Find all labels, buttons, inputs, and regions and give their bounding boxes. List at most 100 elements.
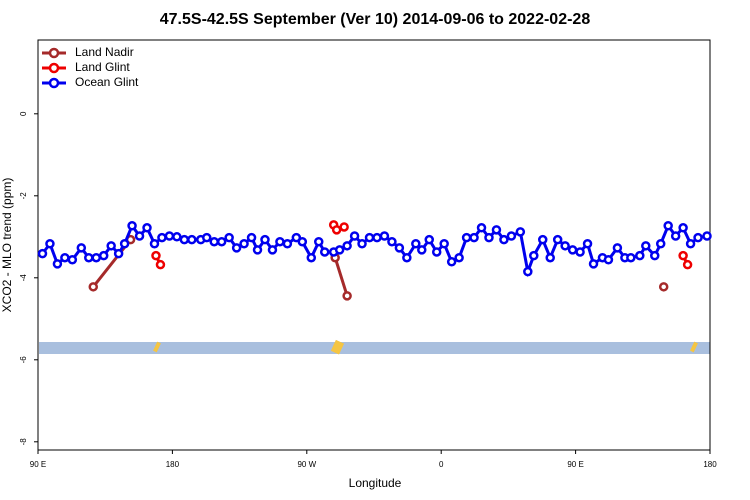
point xyxy=(45,239,55,249)
legend-marker xyxy=(48,62,60,74)
point xyxy=(239,239,249,249)
point xyxy=(379,231,390,241)
point xyxy=(506,231,517,241)
point xyxy=(575,247,585,257)
point xyxy=(582,239,593,249)
point xyxy=(297,236,308,247)
point xyxy=(339,222,349,232)
point xyxy=(267,245,278,255)
data-band xyxy=(39,342,710,354)
x-tick-label: 180 xyxy=(166,460,180,469)
x-tick-label: 180 xyxy=(703,460,717,469)
point xyxy=(612,243,623,253)
point xyxy=(411,239,421,249)
point xyxy=(499,234,509,245)
point xyxy=(424,234,435,245)
point xyxy=(439,239,449,249)
point xyxy=(246,232,257,243)
y-axis-label: XCO2 - MLO trend (ppm) xyxy=(0,178,14,313)
point xyxy=(149,239,160,249)
point xyxy=(209,236,219,247)
point xyxy=(446,257,457,267)
point xyxy=(187,234,197,245)
point xyxy=(106,241,116,251)
point xyxy=(682,259,693,270)
point xyxy=(394,243,405,253)
point xyxy=(670,231,681,241)
point xyxy=(37,248,48,259)
point xyxy=(67,255,78,265)
point xyxy=(52,259,63,269)
point xyxy=(260,234,270,245)
point xyxy=(179,234,190,245)
legend-label: Land Glint xyxy=(75,60,130,74)
point xyxy=(349,231,360,241)
point xyxy=(134,231,145,241)
point xyxy=(387,236,397,247)
chart-title: 47.5S-42.5S September (Ver 10) 2014-09-0… xyxy=(160,11,591,28)
point xyxy=(491,225,502,235)
point xyxy=(523,266,533,277)
y-tick-label: 0 xyxy=(19,111,28,116)
point xyxy=(342,291,352,301)
y-tick-label: -8 xyxy=(19,438,28,446)
point xyxy=(626,252,636,263)
point xyxy=(331,225,342,235)
point xyxy=(319,247,330,257)
x-axis-label: Longitude xyxy=(349,476,402,490)
point xyxy=(91,252,101,263)
point xyxy=(545,252,555,263)
point xyxy=(693,232,703,243)
legend-label: Land Nadir xyxy=(75,45,134,59)
point xyxy=(515,227,526,237)
point xyxy=(119,239,130,249)
point xyxy=(357,239,367,249)
point xyxy=(663,220,673,231)
legend-label: Ocean Glint xyxy=(75,75,139,89)
point xyxy=(560,241,570,251)
point xyxy=(372,232,382,243)
point xyxy=(417,245,427,255)
point xyxy=(685,239,696,249)
point xyxy=(552,234,563,245)
point xyxy=(127,220,137,231)
point xyxy=(155,259,166,270)
point xyxy=(641,241,651,251)
point xyxy=(76,243,87,253)
point xyxy=(231,243,242,253)
point xyxy=(364,232,375,243)
y-tick-label: -6 xyxy=(19,356,28,364)
point xyxy=(98,250,109,261)
point xyxy=(702,231,712,241)
point xyxy=(655,239,666,249)
point xyxy=(201,232,212,243)
point xyxy=(84,252,94,263)
y-tick-label: -4 xyxy=(19,274,28,282)
x-tick-label: 90 E xyxy=(30,460,46,469)
point xyxy=(342,241,352,251)
legend-marker xyxy=(48,47,60,59)
point xyxy=(88,282,99,292)
point xyxy=(635,250,645,261)
plot-frame xyxy=(37,39,711,451)
point xyxy=(603,255,614,265)
point xyxy=(588,259,599,269)
point xyxy=(151,250,161,261)
point xyxy=(282,239,293,249)
point xyxy=(529,250,539,261)
band-marks xyxy=(153,339,698,355)
point xyxy=(537,234,548,245)
x-tick-label: 90 W xyxy=(297,460,316,469)
point xyxy=(142,223,152,233)
point xyxy=(252,245,263,255)
y-tick-label: -2 xyxy=(19,192,28,200)
point xyxy=(113,248,124,259)
point xyxy=(306,252,317,263)
point xyxy=(402,252,412,263)
x-tick-label: 0 xyxy=(439,460,444,469)
point xyxy=(275,236,285,247)
point xyxy=(431,247,442,257)
point xyxy=(461,232,472,243)
point xyxy=(60,252,70,263)
